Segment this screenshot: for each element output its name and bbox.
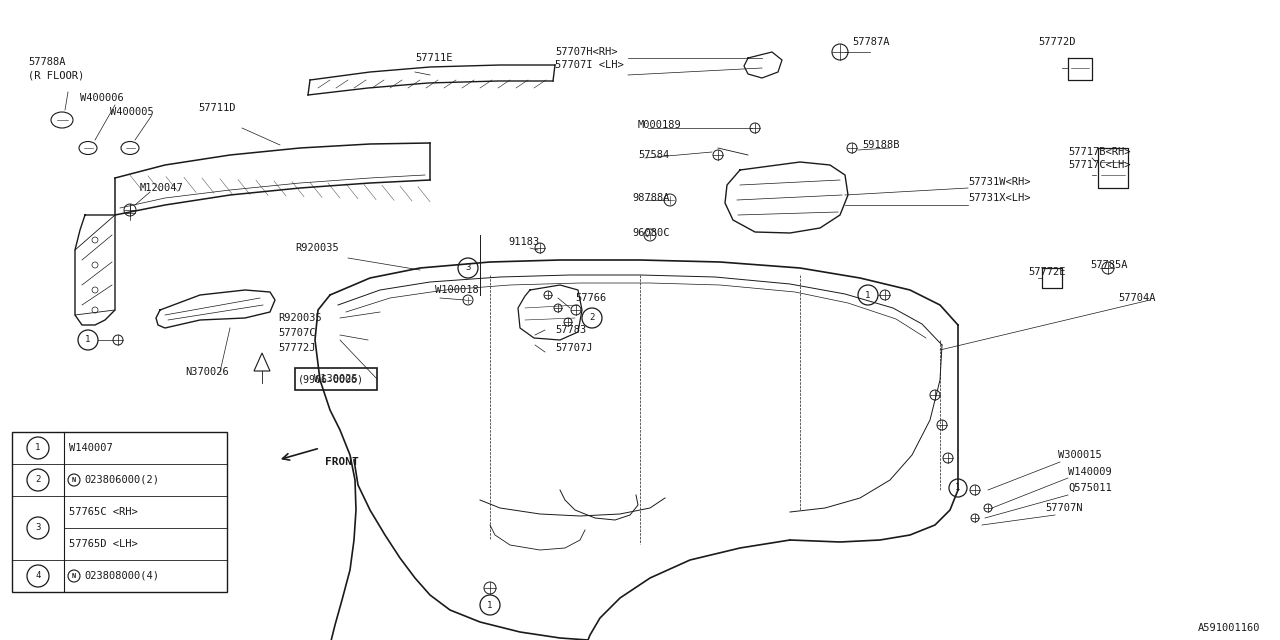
Text: 57772J: 57772J — [278, 343, 315, 353]
Text: A591001160: A591001160 — [1198, 623, 1260, 633]
Ellipse shape — [51, 112, 73, 128]
Text: 1: 1 — [36, 444, 41, 452]
Text: 1: 1 — [488, 600, 493, 609]
Ellipse shape — [79, 141, 97, 154]
Bar — [294, 368, 378, 390]
Text: 1: 1 — [865, 291, 870, 300]
Text: 57717C<LH>: 57717C<LH> — [1068, 160, 1130, 170]
Text: R920035: R920035 — [278, 313, 321, 323]
Text: W400005: W400005 — [110, 107, 154, 117]
Text: 57787A: 57787A — [852, 37, 890, 47]
Text: W400006: W400006 — [79, 93, 124, 103]
Text: 98788A: 98788A — [632, 193, 669, 203]
Text: 1: 1 — [86, 335, 91, 344]
Text: 3: 3 — [466, 264, 471, 273]
Text: 57731X<LH>: 57731X<LH> — [968, 193, 1030, 203]
Text: (9906-0006): (9906-0006) — [298, 375, 364, 385]
Text: 1: 1 — [955, 483, 961, 493]
Text: 57707C: 57707C — [278, 328, 315, 338]
Text: R920035: R920035 — [294, 243, 339, 253]
Text: 2: 2 — [589, 314, 595, 323]
Text: 57707J: 57707J — [556, 343, 593, 353]
Text: 57717B<RH>: 57717B<RH> — [1068, 147, 1130, 157]
Text: 023806000(2): 023806000(2) — [84, 475, 159, 485]
Text: 023808000(4): 023808000(4) — [84, 571, 159, 581]
Text: W140009: W140009 — [1068, 467, 1112, 477]
Text: 59188B: 59188B — [861, 140, 900, 150]
Text: 96080C: 96080C — [632, 228, 669, 238]
Text: W140007: W140007 — [69, 443, 113, 453]
Text: Q575011: Q575011 — [1068, 483, 1112, 493]
Text: 3: 3 — [36, 524, 41, 532]
Text: 57783: 57783 — [556, 325, 586, 335]
Text: M120047: M120047 — [140, 183, 184, 193]
Text: N: N — [72, 573, 76, 579]
Text: 57785A: 57785A — [1091, 260, 1128, 270]
Text: 2: 2 — [36, 476, 41, 484]
Text: 57788A: 57788A — [28, 57, 65, 67]
Text: 57704A: 57704A — [1117, 293, 1156, 303]
Text: N370026: N370026 — [186, 367, 229, 377]
Text: W100018: W100018 — [435, 285, 479, 295]
Text: 57707N: 57707N — [1044, 503, 1083, 513]
Text: 57731W<RH>: 57731W<RH> — [968, 177, 1030, 187]
Text: 57707H<RH>: 57707H<RH> — [556, 47, 617, 57]
Text: 91183: 91183 — [508, 237, 539, 247]
Text: 57772D: 57772D — [1038, 37, 1075, 47]
Ellipse shape — [122, 141, 140, 154]
Text: 4: 4 — [36, 572, 41, 580]
Text: 57584: 57584 — [637, 150, 669, 160]
Text: (R FLOOR): (R FLOOR) — [28, 70, 84, 80]
Text: 57707I <LH>: 57707I <LH> — [556, 60, 623, 70]
Text: W130025: W130025 — [314, 374, 358, 384]
Text: 57765D <LH>: 57765D <LH> — [69, 539, 138, 549]
Text: 57711D: 57711D — [198, 103, 236, 113]
Text: N: N — [72, 477, 76, 483]
Text: FRONT: FRONT — [325, 457, 358, 467]
Text: M000189: M000189 — [637, 120, 682, 130]
Text: W300015: W300015 — [1059, 450, 1102, 460]
Text: 57772E: 57772E — [1028, 267, 1065, 277]
Text: 57766: 57766 — [575, 293, 607, 303]
Bar — [12, 432, 227, 592]
Text: 57711E: 57711E — [415, 53, 453, 63]
Text: 57765C <RH>: 57765C <RH> — [69, 507, 138, 517]
